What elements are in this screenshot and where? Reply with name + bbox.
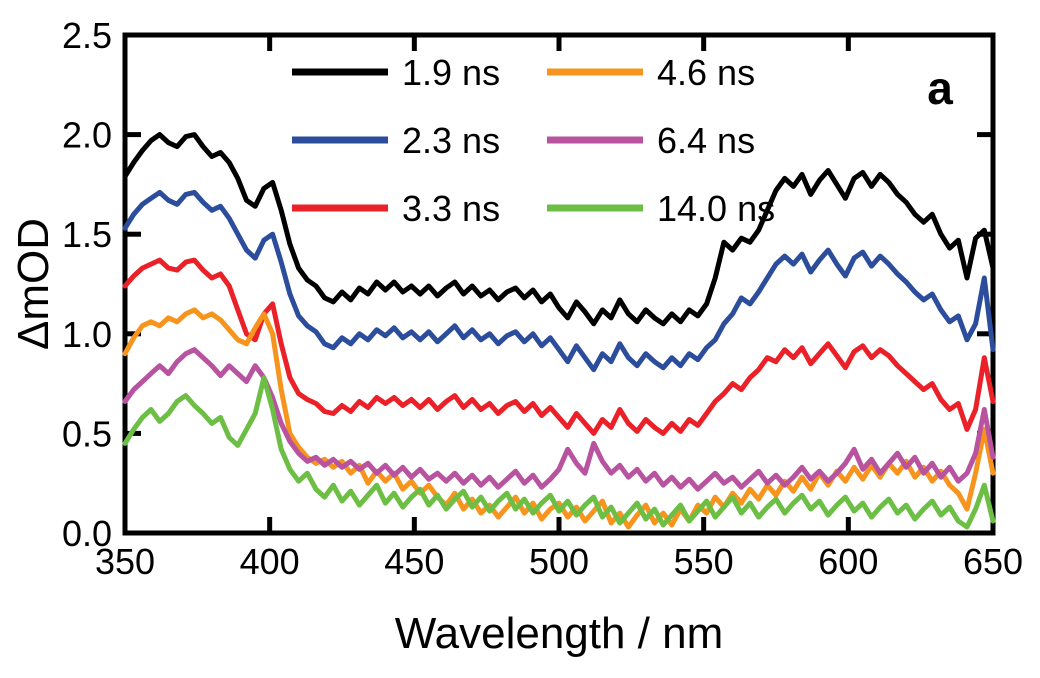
legend-label: 14.0 ns	[657, 188, 775, 229]
x-tick-label: 450	[384, 541, 444, 582]
ticks-layer	[125, 35, 993, 533]
series-line-4.6-ns	[122, 307, 996, 530]
legend-label: 6.4 ns	[657, 120, 755, 161]
series-line-1.9-ns	[122, 132, 996, 327]
series-line-2.3-ns	[122, 189, 996, 373]
y-axis-title: ΔmOD	[9, 218, 58, 350]
legend-item: 6.4 ns	[547, 120, 755, 161]
x-tick-label: 550	[674, 541, 734, 582]
x-tick-label: 400	[240, 541, 300, 582]
legend-item: 2.3 ns	[292, 120, 500, 161]
plot-frame	[122, 32, 996, 536]
y-tick-label: 0.0	[62, 513, 112, 554]
y-tick-label: 2.0	[62, 115, 112, 156]
legend-item: 4.6 ns	[547, 52, 755, 93]
legend-item: 14.0 ns	[547, 188, 775, 229]
x-axis-title: Wavelength / nm	[395, 609, 724, 658]
series-line-14.0-ns	[122, 375, 996, 530]
y-tick-label: 1.0	[62, 314, 112, 355]
x-tick-label: 500	[529, 541, 589, 582]
curves-layer	[122, 132, 996, 530]
legend-label: 3.3 ns	[402, 188, 500, 229]
y-tick-label: 1.5	[62, 214, 112, 255]
legend-label: 1.9 ns	[402, 52, 500, 93]
series-line-3.3-ns	[122, 257, 996, 436]
x-tick-label: 650	[963, 541, 1023, 582]
x-tick-label: 600	[818, 541, 878, 582]
y-tick-label: 0.5	[62, 413, 112, 454]
tick-labels-layer: 350 400 450 500 550 600 650 0.0 0.5 1.0 1.5 2.0 2.5	[62, 15, 1023, 582]
y-tick-label: 2.5	[62, 15, 112, 56]
x-tick-label: 350	[95, 541, 155, 582]
legend: 1.9 ns 2.3 ns 3.3 ns 4.6 ns 6.4 ns 14.0 …	[292, 52, 775, 229]
legend-item: 1.9 ns	[292, 52, 500, 93]
legend-label: 4.6 ns	[657, 52, 755, 93]
legend-item: 3.3 ns	[292, 188, 500, 229]
panel-label: a	[927, 62, 953, 114]
legend-label: 2.3 ns	[402, 120, 500, 161]
